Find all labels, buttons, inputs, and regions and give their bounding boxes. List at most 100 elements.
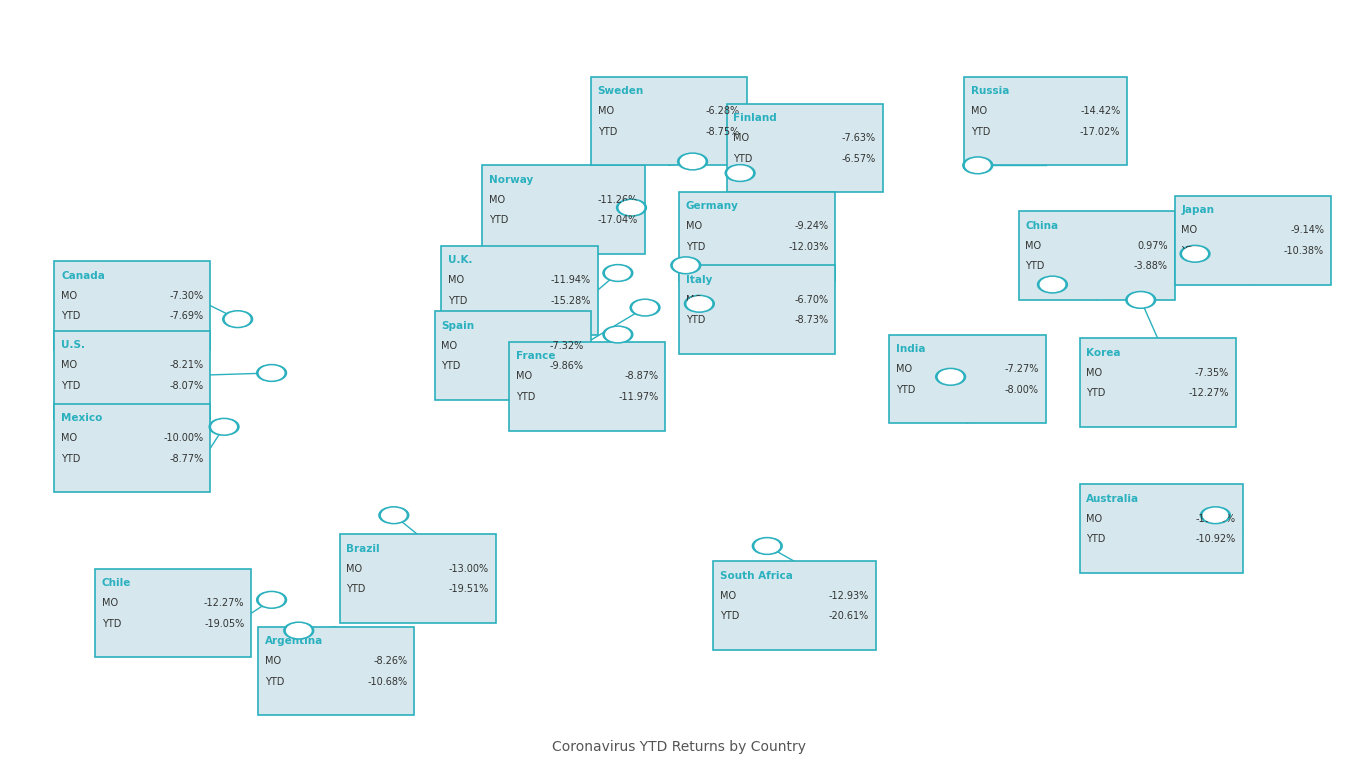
Text: YTD: YTD — [265, 677, 284, 687]
Text: -11.97%: -11.97% — [618, 392, 659, 402]
Text: YTD: YTD — [1086, 534, 1105, 544]
Text: YTD: YTD — [489, 215, 508, 225]
Text: -10.92%: -10.92% — [1195, 534, 1236, 544]
Text: Brazil: Brazil — [346, 544, 380, 554]
Text: MO: MO — [720, 591, 736, 601]
Text: -8.00%: -8.00% — [1005, 384, 1039, 394]
Text: -7.27%: -7.27% — [1005, 364, 1039, 374]
Text: Mexico: Mexico — [61, 413, 102, 423]
Text: France: France — [516, 351, 555, 361]
Text: MO: MO — [686, 295, 702, 305]
Text: MO: MO — [102, 598, 118, 608]
Text: YTD: YTD — [441, 361, 460, 371]
Text: MO: MO — [1086, 368, 1103, 378]
Text: -19.05%: -19.05% — [204, 619, 244, 629]
Text: MO: MO — [516, 371, 532, 381]
Text: MO: MO — [971, 106, 987, 116]
Text: -7.63%: -7.63% — [842, 133, 876, 143]
Text: Sweden: Sweden — [598, 86, 644, 96]
Text: U.S.: U.S. — [61, 340, 86, 350]
Text: -15.28%: -15.28% — [550, 296, 591, 306]
Text: -17.04%: -17.04% — [598, 215, 638, 225]
Text: Russia: Russia — [971, 86, 1009, 96]
Text: MO: MO — [265, 656, 281, 666]
Text: Norway: Norway — [489, 175, 534, 185]
Text: -6.57%: -6.57% — [842, 154, 876, 164]
Text: -19.51%: -19.51% — [448, 584, 489, 594]
Text: -7.30%: -7.30% — [170, 291, 204, 301]
Text: -20.61%: -20.61% — [828, 611, 869, 621]
Text: MO: MO — [1086, 514, 1103, 524]
Text: -12.27%: -12.27% — [204, 598, 244, 608]
Text: Coronavirus YTD Returns by Country: Coronavirus YTD Returns by Country — [551, 740, 807, 754]
Text: -10.00%: -10.00% — [163, 433, 204, 443]
Text: -12.27%: -12.27% — [1188, 388, 1229, 398]
Text: YTD: YTD — [1086, 388, 1105, 398]
Text: China: China — [1025, 221, 1058, 231]
Text: YTD: YTD — [516, 392, 535, 402]
Text: Spain: Spain — [441, 321, 474, 331]
Text: MO: MO — [1025, 241, 1042, 251]
Text: -13.00%: -13.00% — [448, 564, 489, 574]
Text: -6.70%: -6.70% — [794, 295, 828, 305]
Text: -7.69%: -7.69% — [170, 311, 204, 321]
Text: YTD: YTD — [971, 127, 990, 137]
Text: YTD: YTD — [1181, 246, 1200, 256]
Text: -7.32%: -7.32% — [550, 341, 584, 351]
Text: YTD: YTD — [733, 154, 752, 164]
Text: YTD: YTD — [686, 315, 705, 325]
Text: -6.28%: -6.28% — [706, 106, 740, 116]
Text: YTD: YTD — [102, 619, 121, 629]
Text: U.K.: U.K. — [448, 255, 473, 265]
Text: India: India — [896, 344, 926, 354]
Text: -9.86%: -9.86% — [550, 361, 584, 371]
Text: -7.35%: -7.35% — [1195, 368, 1229, 378]
Text: YTD: YTD — [896, 384, 915, 394]
Text: MO: MO — [686, 221, 702, 231]
Text: -8.07%: -8.07% — [170, 381, 204, 391]
Text: -10.38%: -10.38% — [1283, 246, 1324, 256]
Text: Italy: Italy — [686, 275, 712, 285]
Text: MO: MO — [61, 433, 77, 443]
Text: YTD: YTD — [598, 127, 617, 137]
Text: -11.00%: -11.00% — [1195, 514, 1236, 524]
Text: Canada: Canada — [61, 271, 105, 281]
Text: -8.73%: -8.73% — [794, 315, 828, 325]
Text: MO: MO — [598, 106, 614, 116]
Text: -14.42%: -14.42% — [1080, 106, 1120, 116]
Text: Finland: Finland — [733, 113, 777, 123]
Text: MO: MO — [489, 195, 505, 205]
Text: -8.77%: -8.77% — [170, 454, 204, 464]
Text: Japan: Japan — [1181, 205, 1214, 215]
Text: -8.75%: -8.75% — [706, 127, 740, 137]
Text: -3.88%: -3.88% — [1134, 261, 1168, 271]
Text: -10.68%: -10.68% — [367, 677, 407, 687]
Text: -8.26%: -8.26% — [373, 656, 407, 666]
Text: MO: MO — [441, 341, 458, 351]
Text: -12.93%: -12.93% — [828, 591, 869, 601]
Text: MO: MO — [448, 275, 464, 285]
Text: -11.94%: -11.94% — [550, 275, 591, 285]
Text: -8.21%: -8.21% — [170, 360, 204, 370]
Text: MO: MO — [346, 564, 363, 574]
Text: -9.14%: -9.14% — [1290, 225, 1324, 235]
Text: Argentina: Argentina — [265, 636, 323, 646]
Text: MO: MO — [1181, 225, 1198, 235]
Text: -11.26%: -11.26% — [598, 195, 638, 205]
Text: YTD: YTD — [448, 296, 467, 306]
Text: YTD: YTD — [1025, 261, 1044, 271]
Text: MO: MO — [896, 364, 913, 374]
Text: MO: MO — [733, 133, 750, 143]
Text: -8.87%: -8.87% — [625, 371, 659, 381]
Text: YTD: YTD — [61, 381, 80, 391]
Text: YTD: YTD — [61, 311, 80, 321]
Text: Korea: Korea — [1086, 348, 1120, 358]
Text: YTD: YTD — [61, 454, 80, 464]
Text: Australia: Australia — [1086, 494, 1139, 504]
Text: Germany: Germany — [686, 201, 739, 211]
Text: YTD: YTD — [346, 584, 365, 594]
Text: YTD: YTD — [686, 242, 705, 252]
Text: MO: MO — [61, 291, 77, 301]
Text: -9.24%: -9.24% — [794, 221, 828, 231]
Text: -17.02%: -17.02% — [1080, 127, 1120, 137]
